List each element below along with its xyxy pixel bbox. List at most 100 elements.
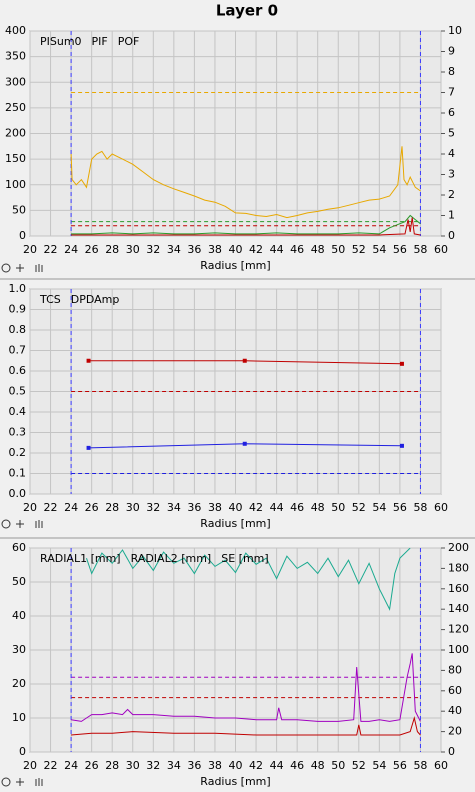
x-tick-label: 46 bbox=[290, 501, 304, 514]
y2-tick-label: 1 bbox=[448, 209, 455, 222]
point-marker bbox=[86, 358, 91, 363]
x-tick-label: 26 bbox=[85, 759, 99, 772]
x-tick-label: 26 bbox=[85, 501, 99, 514]
y2-tick-label: 2 bbox=[448, 188, 455, 201]
page-title: Layer 0 bbox=[216, 2, 278, 20]
x-tick-label: 46 bbox=[290, 759, 304, 772]
y-tick-label: 20 bbox=[12, 677, 26, 690]
y-tick-label: 0.9 bbox=[9, 303, 27, 316]
y-tick-label: 50 bbox=[12, 203, 26, 216]
y2-tick-label: 6 bbox=[448, 106, 455, 119]
y2-tick-label: 8 bbox=[448, 65, 455, 78]
y-tick-label: 30 bbox=[12, 643, 26, 656]
x-tick-label: 36 bbox=[187, 759, 201, 772]
y-tick-label: 0.5 bbox=[9, 385, 27, 398]
x-tick-label: 32 bbox=[146, 759, 160, 772]
x-tick-label: 44 bbox=[270, 759, 284, 772]
x-tick-label: 36 bbox=[187, 501, 201, 514]
zoom-tool[interactable] bbox=[1, 519, 11, 529]
legend-entry: DPDAmp bbox=[71, 293, 120, 306]
x-axis-label: Radius [mm] bbox=[200, 517, 270, 530]
pan-tool[interactable] bbox=[16, 520, 24, 528]
pan-tool[interactable] bbox=[16, 778, 24, 786]
y2-tick-label: 120 bbox=[448, 623, 469, 636]
y2-tick-label: 0 bbox=[448, 229, 455, 242]
y2-tick-label: 20 bbox=[448, 725, 462, 738]
y2-tick-label: 0 bbox=[448, 745, 455, 758]
x-tick-label: 50 bbox=[331, 501, 345, 514]
point-marker bbox=[86, 445, 91, 450]
y2-tick-label: 7 bbox=[448, 86, 455, 99]
pan-tool[interactable] bbox=[16, 264, 24, 272]
x-tick-label: 32 bbox=[146, 243, 160, 256]
zoom-tool[interactable] bbox=[1, 263, 11, 273]
series-line bbox=[70, 146, 421, 219]
y-tick-label: 250 bbox=[5, 101, 26, 114]
y-tick-label: 0 bbox=[19, 745, 26, 758]
y-tick-label: 0.0 bbox=[9, 487, 27, 500]
plot-content bbox=[70, 548, 421, 752]
x-tick-label: 56 bbox=[393, 243, 407, 256]
x-tick-label: 54 bbox=[372, 243, 386, 256]
y2-tick-label: 10 bbox=[448, 24, 462, 37]
zoom-tool[interactable] bbox=[1, 777, 11, 787]
x-tick-label: 30 bbox=[126, 501, 140, 514]
x-tick-label: 44 bbox=[270, 243, 284, 256]
x-tick-label: 34 bbox=[167, 759, 181, 772]
y2-tick-label: 4 bbox=[448, 147, 455, 160]
hand-tool[interactable] bbox=[35, 778, 43, 786]
y-tick-label: 400 bbox=[5, 24, 26, 37]
x-tick-label: 30 bbox=[126, 243, 140, 256]
y-tick-label: 0.6 bbox=[9, 364, 27, 377]
x-tick-label: 56 bbox=[393, 759, 407, 772]
y-tick-label: 1.0 bbox=[9, 282, 27, 295]
x-tick-label: 50 bbox=[331, 759, 345, 772]
legend-entry: RADIAL1 [mm] bbox=[40, 552, 121, 565]
x-tick-label: 28 bbox=[105, 759, 119, 772]
x-tick-label: 28 bbox=[105, 243, 119, 256]
x-tick-label: 36 bbox=[187, 243, 201, 256]
y-tick-label: 60 bbox=[12, 541, 26, 554]
y-tick-label: 0.3 bbox=[9, 426, 27, 439]
y2-tick-label: 160 bbox=[448, 582, 469, 595]
x-tick-label: 60 bbox=[434, 759, 448, 772]
hand-tool[interactable] bbox=[35, 520, 43, 528]
x-tick-label: 54 bbox=[372, 501, 386, 514]
x-tick-label: 22 bbox=[44, 759, 58, 772]
x-tick-label: 58 bbox=[413, 759, 427, 772]
hand-tool[interactable] bbox=[35, 264, 43, 272]
x-tick-label: 48 bbox=[311, 759, 325, 772]
x-tick-label: 32 bbox=[146, 501, 160, 514]
x-tick-label: 52 bbox=[352, 759, 366, 772]
y-tick-label: 0 bbox=[19, 229, 26, 242]
x-tick-label: 20 bbox=[23, 243, 37, 256]
x-tick-label: 20 bbox=[23, 759, 37, 772]
y-tick-label: 100 bbox=[5, 178, 26, 191]
x-tick-label: 46 bbox=[290, 243, 304, 256]
y2-tick-label: 5 bbox=[448, 127, 455, 140]
x-tick-label: 24 bbox=[64, 501, 78, 514]
y-tick-label: 150 bbox=[5, 152, 26, 165]
x-tick-label: 38 bbox=[208, 501, 222, 514]
series-line bbox=[86, 548, 411, 611]
x-tick-label: 52 bbox=[352, 243, 366, 256]
x-tick-label: 42 bbox=[249, 501, 263, 514]
x-tick-label: 22 bbox=[44, 501, 58, 514]
toolbar bbox=[1, 263, 43, 787]
legend-entry: TCS bbox=[39, 293, 61, 306]
series-line bbox=[71, 716, 421, 736]
x-tick-label: 54 bbox=[372, 759, 386, 772]
point-marker bbox=[242, 441, 247, 446]
x-tick-label: 24 bbox=[64, 243, 78, 256]
plot-content bbox=[70, 289, 421, 494]
y-tick-label: 0.7 bbox=[9, 344, 27, 357]
point-marker bbox=[399, 443, 404, 448]
legend-entry: RADIAL2 [mm] bbox=[131, 552, 212, 565]
plot-content bbox=[70, 31, 421, 236]
y2-tick-label: 140 bbox=[448, 602, 469, 615]
x-tick-label: 34 bbox=[167, 243, 181, 256]
legend-entry: PISum0 bbox=[40, 35, 82, 48]
y2-tick-label: 180 bbox=[448, 561, 469, 574]
x-tick-label: 34 bbox=[167, 501, 181, 514]
